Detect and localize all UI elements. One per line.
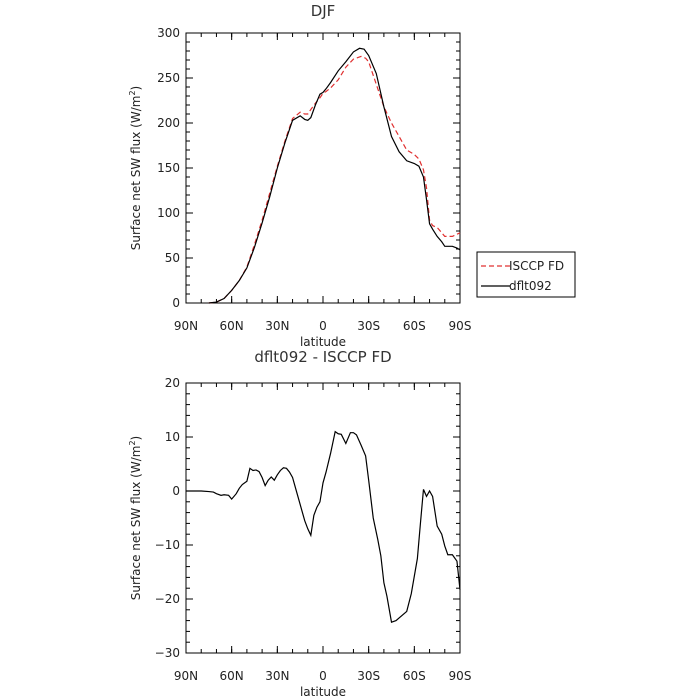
bottom-axes: −30 −20 −10 0 10 20 90N 60N 30N 0 30S 60S 90S xyxy=(155,376,472,683)
bottom-ytick-label: −30 xyxy=(155,646,180,660)
bottom-xtick-label: 30S xyxy=(357,669,380,683)
top-series-line-a xyxy=(208,55,461,304)
bottom-ytick-label: −10 xyxy=(155,538,180,552)
top-series-layer xyxy=(208,47,461,304)
top-ytick-label: 300 xyxy=(157,26,180,40)
legend-label-isccp: ISCCP FD xyxy=(509,259,564,273)
top-xtick-label: 60N xyxy=(220,319,244,333)
top-x-axis-label: latitude xyxy=(300,335,346,349)
top-xtick-label: 90N xyxy=(174,319,198,333)
bottom-x-axis-label: latitude xyxy=(300,685,346,699)
top-ytick-label: 150 xyxy=(157,161,180,175)
top-xtick-label: 30N xyxy=(265,319,289,333)
bottom-series-line-a xyxy=(186,430,461,624)
bottom-ytick-label: 0 xyxy=(172,484,180,498)
top-ytick-label: 250 xyxy=(157,71,180,85)
top-ytick-label: 200 xyxy=(157,116,180,130)
top-y-axis-label: Surface net SW flux (W/m2) xyxy=(128,86,143,250)
bottom-y-axis-label-main: Surface net SW flux (W/m xyxy=(129,446,143,601)
bottom-y-axis-label-close: ) xyxy=(129,436,143,441)
top-ytick-label: 100 xyxy=(157,206,180,220)
top-plot-frame xyxy=(185,32,461,304)
top-xtick-label: 90S xyxy=(449,319,472,333)
bottom-y-axis-label-superscript: 2 xyxy=(128,440,137,445)
bottom-xtick-label: 0 xyxy=(319,669,327,683)
top-xtick-label: 30S xyxy=(357,319,380,333)
top-xtick-label: 0 xyxy=(319,319,327,333)
legend: ISCCP FD dflt092 xyxy=(476,251,576,298)
top-axes: 0 50 100 150 200 250 300 90N 60N 30N 0 30S 60S 90S xyxy=(157,26,471,333)
bottom-xtick-label: 90N xyxy=(174,669,198,683)
bottom-chart-title: dflt092 - ISCCP FD xyxy=(254,348,391,366)
top-xtick-label: 60S xyxy=(403,319,426,333)
bottom-y-axis-label: Surface net SW flux (W/m2) xyxy=(128,436,143,600)
top-y-axis-label-superscript: 2 xyxy=(128,90,137,95)
top-panel: DJF 0 50 100 150 200 250 300 90N 60N 30N 0 30S 60S 90… xyxy=(128,2,576,349)
top-y-axis-label-main: Surface net SW flux (W/m xyxy=(129,96,143,251)
top-y-axis-label-close: ) xyxy=(129,86,143,91)
top-ytick-label: 50 xyxy=(165,251,180,265)
bottom-ytick-label: −20 xyxy=(155,592,180,606)
bottom-plot-frame xyxy=(185,382,461,654)
bottom-xtick-label: 30N xyxy=(265,669,289,683)
bottom-ytick-label: 20 xyxy=(165,376,180,390)
bottom-xtick-label: 60N xyxy=(220,669,244,683)
legend-box xyxy=(476,251,576,298)
bottom-xtick-label: 90S xyxy=(449,669,472,683)
bottom-xtick-label: 60S xyxy=(403,669,426,683)
top-chart-title: DJF xyxy=(311,2,336,20)
top-series-line-b xyxy=(208,47,461,304)
legend-label-dflt092: dflt092 xyxy=(509,279,552,293)
top-ytick-label: 0 xyxy=(172,296,180,310)
bottom-series-layer xyxy=(186,430,461,624)
bottom-ytick-label: 10 xyxy=(165,430,180,444)
